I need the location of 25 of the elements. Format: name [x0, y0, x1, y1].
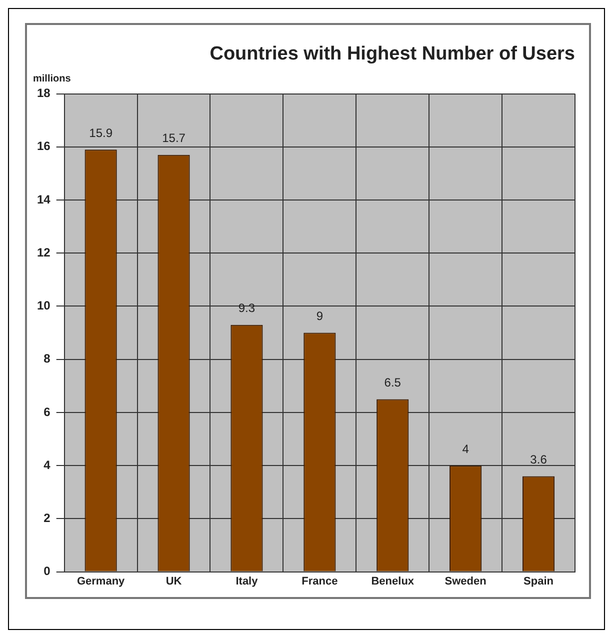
y-tick-label: 6	[44, 404, 51, 419]
data-label: 15.9	[89, 126, 113, 140]
y-axis-title: millions	[33, 74, 72, 85]
x-tick-label: Germany	[76, 575, 126, 588]
data-label: 6.5	[384, 376, 402, 390]
data-label: 15.7	[162, 131, 186, 146]
y-tick-label: 12	[36, 245, 51, 260]
chart-title: Countries with Highest Number of Users	[210, 44, 575, 65]
x-tick-label: France	[302, 575, 338, 588]
x-tick-label: UK	[166, 575, 182, 588]
x-tick-label: Italy	[236, 575, 259, 588]
data-label: 3.6	[530, 452, 548, 467]
x-tick-label: Benelux	[371, 575, 415, 588]
y-tick-label: 8	[44, 352, 51, 366]
x-tick-label: Sweden	[444, 575, 487, 588]
y-tick-label: 18	[36, 86, 51, 100]
y-tick-label: 14	[36, 192, 51, 206]
y-tick-label: 0	[44, 564, 51, 578]
y-tick-label: 16	[36, 139, 51, 154]
y-tick-label: 10	[36, 298, 51, 313]
y-tick-label: 4	[44, 458, 51, 472]
y-tick-label: 2	[44, 511, 51, 525]
data-label: 9	[316, 309, 324, 324]
data-label: 4	[462, 442, 470, 456]
x-tick-label: Spain	[524, 575, 554, 588]
